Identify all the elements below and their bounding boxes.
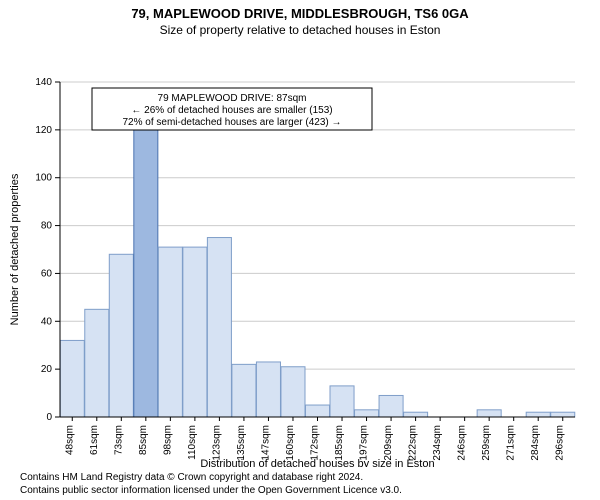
svg-text:80: 80 — [41, 221, 53, 232]
x-tick-label: 61sqm — [89, 425, 100, 455]
footer-attribution: Contains HM Land Registry data © Crown c… — [0, 467, 600, 497]
bar — [60, 340, 84, 417]
bar — [551, 412, 575, 417]
svg-text:20: 20 — [41, 364, 53, 375]
info-line-1: 79 MAPLEWOOD DRIVE: 87sqm — [158, 93, 307, 104]
bar — [158, 247, 182, 417]
x-tick-label: 73sqm — [113, 425, 124, 455]
bar — [330, 386, 354, 417]
bar — [526, 412, 550, 417]
x-tick-label: 234sqm — [432, 425, 443, 461]
footer-line-1: Contains HM Land Registry data © Crown c… — [20, 471, 600, 484]
svg-text:40: 40 — [41, 316, 53, 327]
x-tick-label: 209sqm — [383, 425, 394, 461]
x-tick-label: 259sqm — [481, 425, 492, 461]
svg-text:140: 140 — [35, 77, 52, 88]
histogram-chart: 0 20 40 60 80 100 120 140 48sqm 61sqm 73sqm 85sqm 98… — [0, 37, 600, 467]
bar — [379, 395, 403, 417]
x-axis-label: Distribution of detached houses by size … — [200, 458, 434, 467]
x-tick-label: 172sqm — [310, 425, 321, 461]
bar — [85, 309, 109, 417]
x-tick-label: 246sqm — [457, 425, 468, 461]
bar — [207, 238, 231, 417]
svg-text:0: 0 — [46, 412, 52, 423]
x-tick-label: 185sqm — [334, 425, 345, 461]
footer-line-2: Contains public sector information licen… — [20, 484, 600, 497]
x-tick-label: 110sqm — [187, 425, 198, 460]
x-tick-label: 197sqm — [359, 425, 370, 461]
svg-text:100: 100 — [35, 173, 52, 184]
bar — [281, 367, 305, 417]
svg-text:120: 120 — [35, 125, 52, 136]
page-title: 79, MAPLEWOOD DRIVE, MIDDLESBROUGH, TS6 … — [0, 0, 600, 21]
bar — [183, 247, 207, 417]
bar — [134, 113, 158, 417]
x-tick-label: 48sqm — [64, 425, 75, 455]
x-tick-label: 160sqm — [285, 425, 296, 461]
svg-text:60: 60 — [41, 268, 53, 279]
x-tick-label: 284sqm — [530, 425, 541, 461]
x-tick-label: 222sqm — [408, 425, 419, 461]
x-tick-label: 135sqm — [236, 425, 247, 461]
info-line-3: 72% of semi-detached houses are larger (… — [122, 117, 341, 128]
x-tick-label: 85sqm — [138, 425, 149, 455]
bar — [355, 410, 379, 417]
y-axis-label: Number of detached properties — [9, 173, 21, 325]
bar — [477, 410, 501, 417]
x-tick-label: 147sqm — [260, 425, 271, 461]
x-tick-label: 123sqm — [211, 425, 222, 461]
x-tick-label: 98sqm — [162, 425, 173, 455]
info-line-2: ← 26% of detached houses are smaller (15… — [131, 105, 332, 116]
bar — [305, 405, 329, 417]
x-tick-label: 271sqm — [506, 425, 517, 461]
bar — [109, 254, 133, 417]
bar — [256, 362, 280, 417]
bar — [404, 412, 428, 417]
page-subtitle: Size of property relative to detached ho… — [0, 21, 600, 37]
bar — [232, 364, 256, 417]
x-tick-label: 296sqm — [555, 425, 566, 461]
